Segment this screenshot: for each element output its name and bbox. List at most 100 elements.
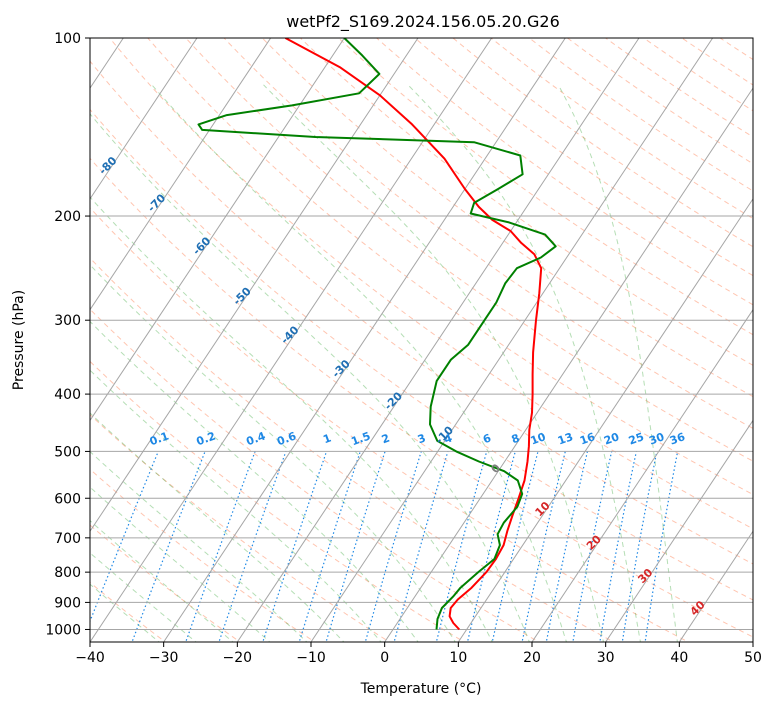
x-tick-label: −20 (223, 650, 253, 666)
mixing-ratio-label: 10 (529, 430, 548, 448)
isotherm (605, 419, 753, 642)
dry-adiabat (90, 157, 753, 638)
dry-adiabat (414, 38, 753, 277)
y-tick-label: 400 (54, 387, 81, 403)
isotherm (0, 25, 58, 645)
dry-adiabat (147, 38, 753, 496)
background-lines (0, 25, 753, 645)
temperature-line (284, 38, 543, 631)
x-axis: −40 −30 −20 −10 0 10 20 30 40 50 (75, 642, 762, 666)
y-tick-label: 700 (54, 531, 81, 547)
isotherm-label: 40 (688, 598, 708, 618)
mixing-ratio-label: 0.1 (148, 429, 171, 448)
isotherm-label: 0 (489, 461, 504, 476)
x-tick-label: 0 (380, 650, 389, 666)
mixing-ratio-label: 13 (556, 430, 575, 447)
moist-adiabat (90, 520, 234, 642)
isotherm (163, 38, 566, 642)
x-tick-label: 50 (744, 650, 762, 666)
in-plot-labels: 0.1 0.2 0.4 0.6 1 1.5 2 3 4 6 8 10 13 16 20 25 30 36-100-… (53, 108, 708, 618)
plot-frame (89, 37, 754, 643)
dry-adiabat (223, 38, 753, 430)
isotherm-label: -80 (96, 154, 119, 177)
dry-adiabat (452, 38, 753, 248)
moist-adiabat (90, 369, 382, 642)
moist-adiabat (90, 583, 160, 642)
isotherm (90, 38, 198, 200)
mixing-ratio-line (185, 451, 256, 642)
mixing-ratio-line (644, 451, 679, 642)
mixing-ratio-label: 1 (321, 431, 333, 446)
y-tick-label: 100 (54, 31, 81, 47)
isotherm (384, 87, 753, 642)
moist-adiabat (407, 84, 642, 642)
y-axis-label: Pressure (hPa) (11, 290, 27, 390)
mixing-ratio-label: 0.6 (275, 429, 298, 448)
mixing-ratio-line (325, 451, 386, 642)
dry-adiabat (90, 60, 753, 565)
isotherm (90, 38, 345, 422)
dry-adiabat (90, 207, 690, 642)
isotherm (310, 38, 714, 642)
mixing-ratio-line (90, 451, 159, 623)
isotherm (90, 38, 419, 533)
isotherm (236, 38, 640, 642)
isotherm-label: 10 (533, 499, 553, 519)
mixing-ratio-label: 16 (578, 430, 597, 448)
mixing-ratio-label: 8 (510, 431, 522, 446)
mixing-ratio-label: 36 (668, 430, 687, 448)
isotherm (457, 197, 753, 642)
mixing-ratio-label: 2 (380, 431, 392, 446)
isotherm (678, 530, 753, 642)
mixing-ratio-line (545, 451, 588, 642)
y-tick-label: 600 (54, 491, 81, 507)
dry-adiabat (108, 38, 753, 530)
x-tick-label: −40 (75, 650, 105, 666)
moist-adiabat (90, 196, 493, 642)
dry-adiabat (90, 468, 316, 642)
dry-adiabat (337, 38, 753, 336)
dry-adiabat (604, 38, 753, 138)
y-tick-label: 800 (54, 565, 81, 581)
isotherm-label: -20 (382, 389, 405, 412)
x-tick-label: 20 (523, 650, 541, 666)
mixing-ratio-line (364, 451, 422, 642)
mixing-ratio-label: 20 (602, 430, 621, 448)
dry-adiabat (299, 38, 753, 366)
isotherm (90, 38, 493, 642)
dry-adiabat (375, 38, 753, 306)
x-axis-label: Temperature (°C) (360, 681, 482, 697)
dry-adiabat (90, 308, 540, 642)
isotherm-label: -50 (231, 284, 254, 307)
mixing-ratio-label: 30 (647, 430, 666, 448)
isotherm-label: -90 (53, 108, 76, 131)
mixing-ratio-line (262, 451, 328, 642)
dry-adiabat (90, 257, 615, 642)
x-tick-label: −10 (296, 650, 326, 666)
isotherm-label: 20 (584, 532, 604, 552)
x-tick-label: 40 (670, 650, 688, 666)
y-tick-label: 200 (54, 209, 81, 225)
isotherm-label: -60 (190, 234, 213, 257)
dry-adiabat (566, 38, 753, 165)
chart-title: wetPf2_S169.2024.156.05.20.G26 (286, 12, 560, 32)
dry-adiabat (490, 38, 753, 220)
mixing-ratio-label: 0.2 (195, 429, 218, 448)
y-tick-label: 500 (54, 444, 81, 460)
isotherm (90, 38, 272, 311)
isotherm-label: -70 (145, 191, 168, 214)
mixing-ratio-line (218, 451, 287, 642)
dry-adiabat (681, 38, 753, 86)
isotherm-label: 30 (635, 566, 655, 586)
mixing-ratio-line (572, 451, 613, 642)
mixing-ratio-line (131, 451, 206, 642)
mixing-ratio-label: 0.4 (245, 429, 268, 448)
mixing-ratio-label: 3 (416, 431, 428, 446)
y-tick-label: 300 (54, 313, 81, 329)
mixing-ratio-line (521, 451, 566, 642)
y-tick-label: 900 (54, 595, 81, 611)
dry-adiabat (261, 38, 753, 398)
isotherm (752, 641, 753, 642)
moist-adiabat (90, 264, 456, 642)
